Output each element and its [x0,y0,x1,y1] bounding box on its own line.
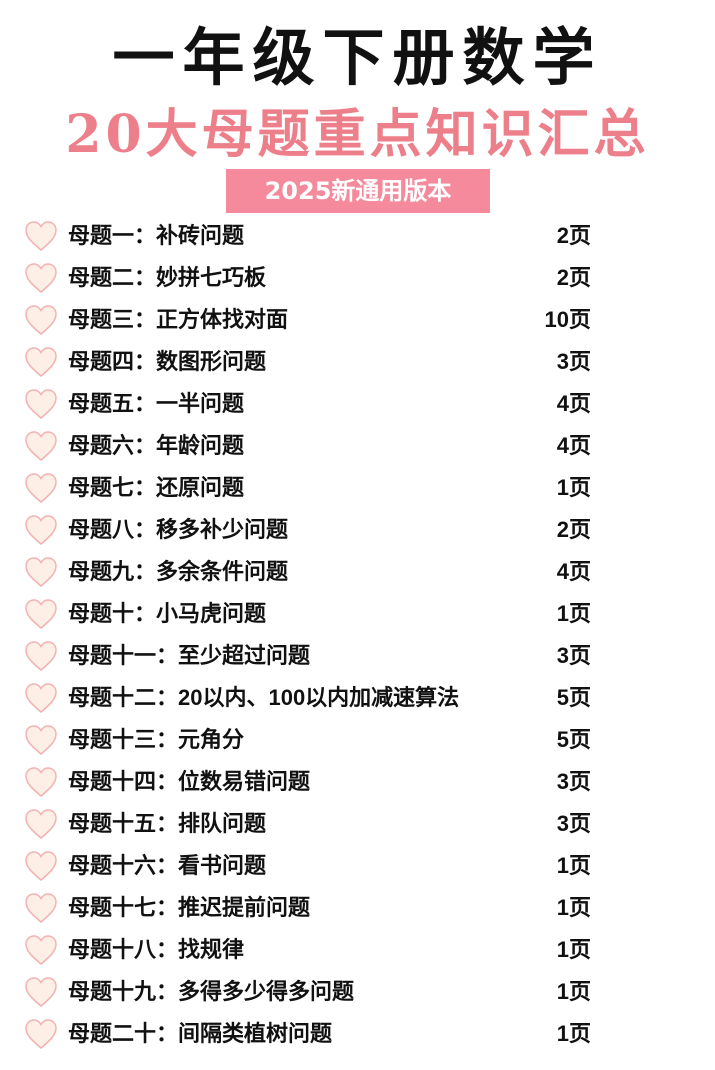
topic-label: 母题十五：排队问题 [68,811,267,836]
topic-label: 母题五：一半问题 [68,391,245,416]
page-count: 10页 [544,307,591,332]
list-item: 母题五：一半问题 4页 [0,384,715,424]
heart-icon [25,599,57,629]
page-subtitle: 20大母题重点知识汇总 [65,104,650,165]
topic-label: 母题十七：推迟提前问题 [68,895,311,920]
topic-label: 母题十一：至少超过问题 [68,643,311,668]
page-count: 5页 [556,685,591,710]
topic-label: 母题二：妙拼七巧板 [68,265,267,290]
page-count: 2页 [556,517,591,542]
heart-icon [25,305,57,335]
topic-label: 母题四：数图形问题 [68,349,267,374]
heart-icon [25,851,57,881]
page-count: 1页 [556,601,591,626]
page-count: 1页 [556,895,591,920]
page-title: 一年级下册数学 [112,21,603,94]
topic-label: 母题九：多余条件问题 [68,559,289,584]
list-item: 母题二：妙拼七巧板 2页 [0,258,715,298]
page-count: 1页 [556,853,591,878]
page-count: 2页 [556,265,591,290]
list-item: 母题七：还原问题 1页 [0,468,715,508]
page-count: 1页 [556,1021,591,1046]
heart-icon [25,389,57,419]
list-item: 母题十五：排队问题 3页 [0,804,715,844]
list-item: 母题九：多余条件问题 4页 [0,552,715,592]
list-item: 母题三：正方体找对面 10页 [0,300,715,340]
heart-icon [25,347,57,377]
heart-icon [25,683,57,713]
heart-icon [25,1019,57,1049]
topic-label: 母题六：年龄问题 [68,433,245,458]
page-count: 3页 [556,769,591,794]
page-count: 4页 [556,391,591,416]
page-count: 3页 [556,811,591,836]
heart-icon [25,473,57,503]
topic-label: 母题一：补砖问题 [68,223,245,248]
page-count: 4页 [556,433,591,458]
list-item: 母题十七：推迟提前问题 1页 [0,888,715,928]
list-item: 母题十一：至少超过问题 3页 [0,636,715,676]
topic-label: 母题二十：间隔类植树问题 [68,1021,333,1046]
list-item: 母题十四：位数易错问题 3页 [0,762,715,802]
list-item: 母题六：年龄问题 4页 [0,426,715,466]
topic-label: 母题十八：找规律 [68,937,245,962]
heart-icon [25,263,57,293]
heart-icon [25,935,57,965]
heart-icon [25,515,57,545]
list-item: 母题十三：元角分 5页 [0,720,715,760]
heart-icon [25,809,57,839]
page-count: 5页 [556,727,591,752]
topic-label: 母题三：正方体找对面 [68,307,289,332]
list-item: 母题十：小马虎问题 1页 [0,594,715,634]
topic-label: 母题七：还原问题 [68,475,245,500]
page-count: 3页 [556,643,591,668]
topic-label: 母题十六：看书问题 [68,853,267,878]
heart-icon [25,893,57,923]
page-count: 1页 [556,937,591,962]
version-badge: 2025新通用版本 [226,169,490,213]
heart-icon [25,431,57,461]
page-count: 4页 [556,559,591,584]
list-item: 母题十八：找规律 1页 [0,930,715,970]
list-item: 母题十九：多得多少得多问题 1页 [0,972,715,1012]
page-count: 1页 [556,475,591,500]
heart-icon [25,641,57,671]
topic-label: 母题十九：多得多少得多问题 [68,979,355,1004]
topic-label: 母题十二：20以内、100以内加减速算法 [68,685,460,710]
heart-icon [25,767,57,797]
page-count: 3页 [556,349,591,374]
heart-icon [25,725,57,755]
topic-label: 母题八：移多补少问题 [68,517,289,542]
list-item: 母题一：补砖问题 2页 [0,216,715,256]
page-count: 1页 [556,979,591,1004]
topic-label: 母题十：小马虎问题 [68,601,267,626]
heart-icon [25,221,57,251]
list-item: 母题十二：20以内、100以内加减速算法 5页 [0,678,715,718]
topic-label: 母题十三：元角分 [68,727,245,752]
list-item: 母题四：数图形问题 3页 [0,342,715,382]
heart-icon [25,557,57,587]
page-count: 2页 [556,223,591,248]
topic-label: 母题十四：位数易错问题 [68,769,311,794]
list-item: 母题十六：看书问题 1页 [0,846,715,886]
heart-icon [25,977,57,1007]
list-item: 母题八：移多补少问题 2页 [0,510,715,550]
list-item: 母题二十：间隔类植树问题 1页 [0,1014,715,1054]
